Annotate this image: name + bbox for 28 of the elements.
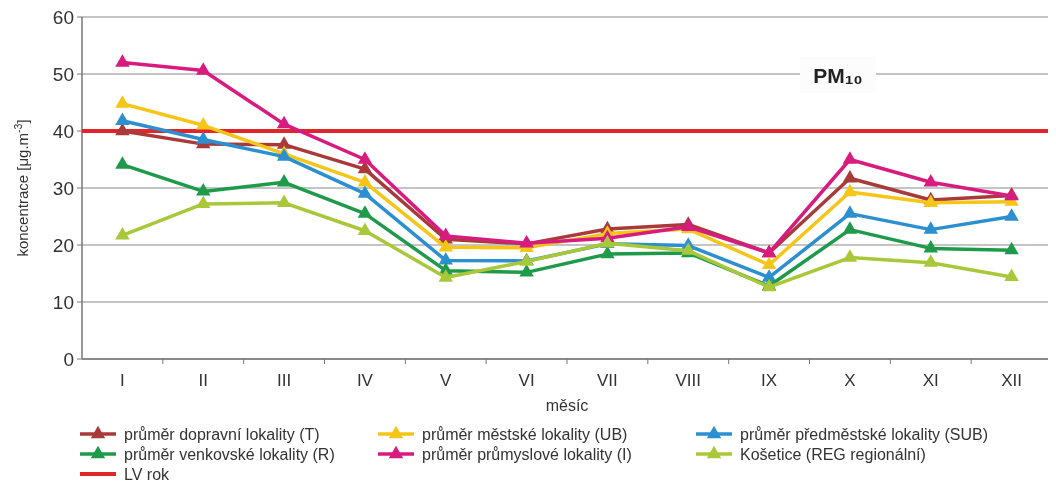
y-tick-label: 20 (52, 234, 74, 256)
x-tick-label: VI (518, 371, 535, 390)
x-tick-label: IX (761, 371, 778, 390)
y-tick-label: 10 (52, 291, 74, 313)
text: PM₁₀ (813, 64, 863, 87)
legend-label: průměr předměstské lokality (SUB) (740, 425, 989, 443)
legend-label: Košetice (REG regionální) (740, 445, 926, 463)
y-tick-label: 30 (52, 177, 74, 199)
x-tick-label: III (277, 371, 292, 390)
y-tick-label: 0 (63, 348, 74, 370)
x-tick-label: II (198, 371, 208, 390)
x-tick-label: VII (597, 371, 618, 390)
x-tick-label: XI (922, 371, 939, 390)
y-tick-label: 60 (52, 6, 74, 28)
x-tick-label: X (844, 371, 856, 390)
y-tick-label: 40 (52, 120, 74, 142)
legend-label: LV rok (124, 465, 171, 483)
legend-label: průměr dopravní lokality (T) (124, 425, 320, 443)
x-tick-label: I (120, 371, 125, 390)
x-tick-label: IV (356, 371, 374, 390)
x-tick-label: VIII (675, 371, 702, 390)
x-tick-label: V (440, 371, 453, 390)
legend-label: průměr venkovské lokality (R) (124, 445, 335, 463)
x-tick-label: XII (1001, 371, 1022, 390)
x-axis-title: měsíc (545, 397, 589, 414)
legend-label: průměr městské lokality (UB) (422, 425, 628, 443)
legend-label: průměr průmyslové lokality (I) (422, 445, 632, 463)
y-tick-label: 50 (52, 63, 74, 85)
